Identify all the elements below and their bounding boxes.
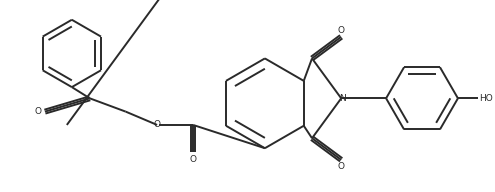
- Text: HO: HO: [479, 94, 493, 103]
- Text: N: N: [339, 94, 346, 103]
- Text: O: O: [153, 120, 161, 129]
- Text: O: O: [35, 107, 42, 116]
- Text: O: O: [338, 162, 345, 171]
- Text: O: O: [338, 26, 345, 35]
- Text: O: O: [190, 155, 197, 164]
